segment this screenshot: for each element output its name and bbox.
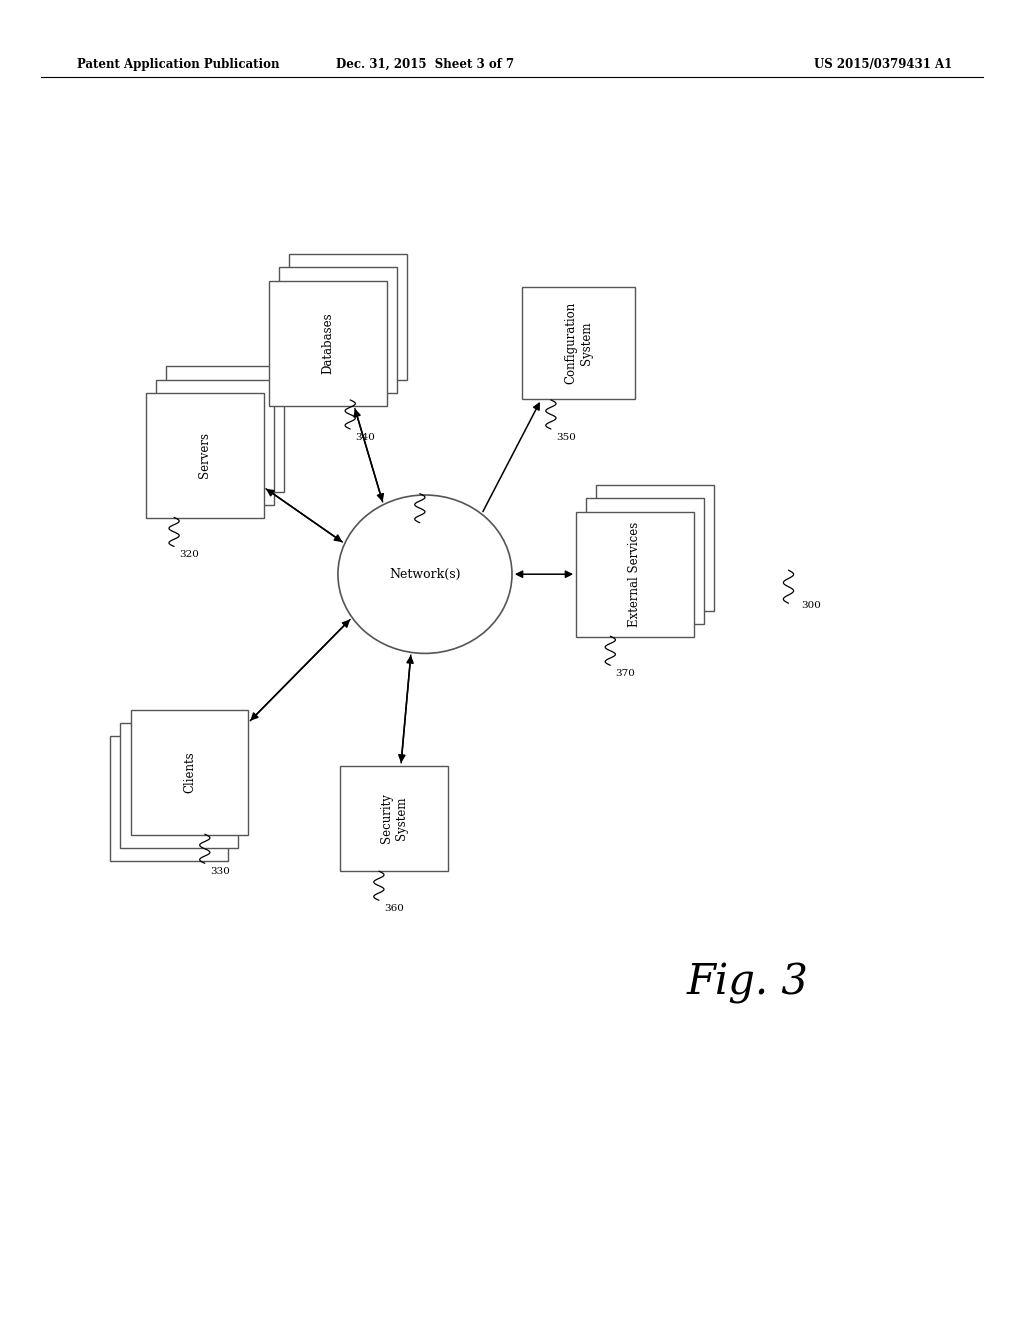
Bar xyxy=(279,267,397,393)
Bar xyxy=(290,255,408,380)
Text: Security
System: Security System xyxy=(380,793,409,843)
Text: Fig. 3: Fig. 3 xyxy=(686,962,809,1005)
Text: Network(s): Network(s) xyxy=(389,568,461,581)
Text: 320: 320 xyxy=(179,550,199,560)
Ellipse shape xyxy=(338,495,512,653)
Text: Clients: Clients xyxy=(183,751,196,793)
Bar xyxy=(596,486,715,610)
Text: US 2015/0379431 A1: US 2015/0379431 A1 xyxy=(814,58,952,71)
Text: Patent Application Publication: Patent Application Publication xyxy=(77,58,280,71)
Text: Dec. 31, 2015  Sheet 3 of 7: Dec. 31, 2015 Sheet 3 of 7 xyxy=(336,58,514,71)
Bar xyxy=(586,499,705,624)
Text: 310: 310 xyxy=(433,499,453,508)
Text: 300: 300 xyxy=(801,601,820,610)
Bar xyxy=(131,710,248,836)
Text: 330: 330 xyxy=(210,867,229,876)
Text: 340: 340 xyxy=(355,433,375,442)
Text: External Services: External Services xyxy=(629,521,641,627)
Text: Servers: Servers xyxy=(199,433,211,478)
Bar xyxy=(268,281,387,407)
Bar xyxy=(121,723,238,849)
Text: Configuration
System: Configuration System xyxy=(564,302,593,384)
Text: 350: 350 xyxy=(556,433,575,442)
Bar xyxy=(146,393,264,517)
Bar xyxy=(575,512,694,638)
Bar xyxy=(166,366,285,491)
Bar xyxy=(340,766,449,871)
Text: 360: 360 xyxy=(384,904,403,913)
Text: Databases: Databases xyxy=(322,313,334,374)
Bar xyxy=(157,380,274,504)
Text: 370: 370 xyxy=(615,669,635,678)
Bar xyxy=(111,737,227,862)
Bar xyxy=(522,286,635,399)
